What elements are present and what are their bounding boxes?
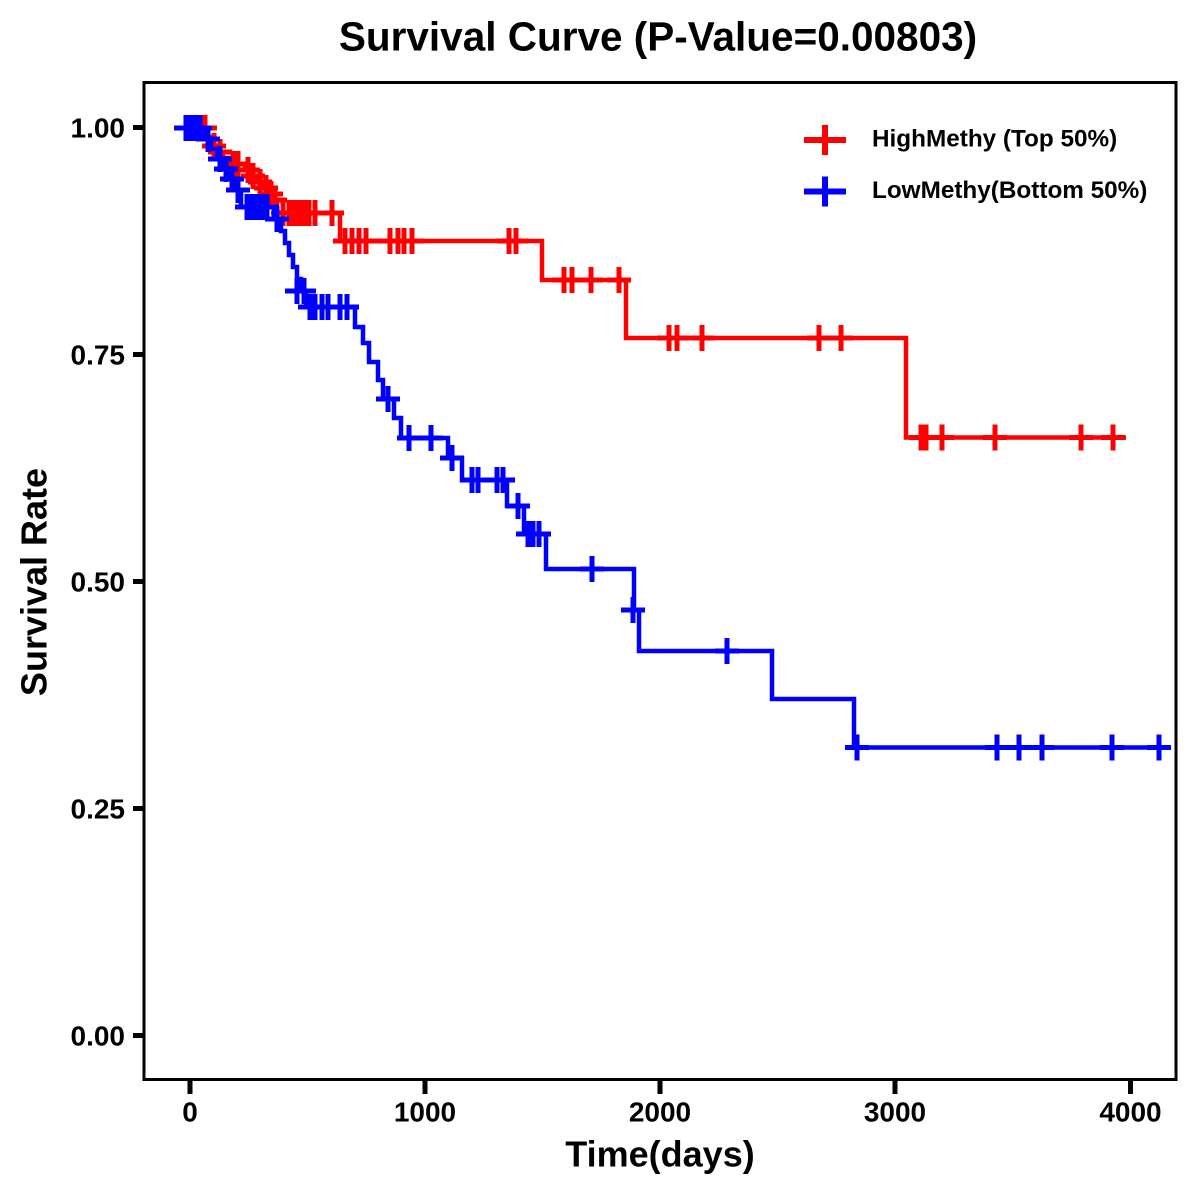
svg-text:1000: 1000 [394,1097,456,1128]
svg-text:Survival Curve (P-Value=0.0080: Survival Curve (P-Value=0.00803) [339,14,977,60]
svg-text:Survival Rate: Survival Rate [14,468,55,696]
svg-text:LowMethy(Bottom 50%): LowMethy(Bottom 50%) [872,177,1147,204]
svg-text:4000: 4000 [1099,1097,1161,1128]
svg-text:0.50: 0.50 [71,567,126,598]
svg-text:Time(days): Time(days) [565,1134,754,1175]
svg-text:0.00: 0.00 [71,1021,126,1052]
svg-text:0.25: 0.25 [71,794,126,825]
svg-text:2000: 2000 [629,1097,691,1128]
svg-text:0.75: 0.75 [71,340,126,371]
svg-text:HighMethy (Top 50%): HighMethy (Top 50%) [872,126,1117,153]
svg-text:0: 0 [182,1097,198,1128]
svg-text:3000: 3000 [864,1097,926,1128]
svg-text:1.00: 1.00 [71,113,126,144]
